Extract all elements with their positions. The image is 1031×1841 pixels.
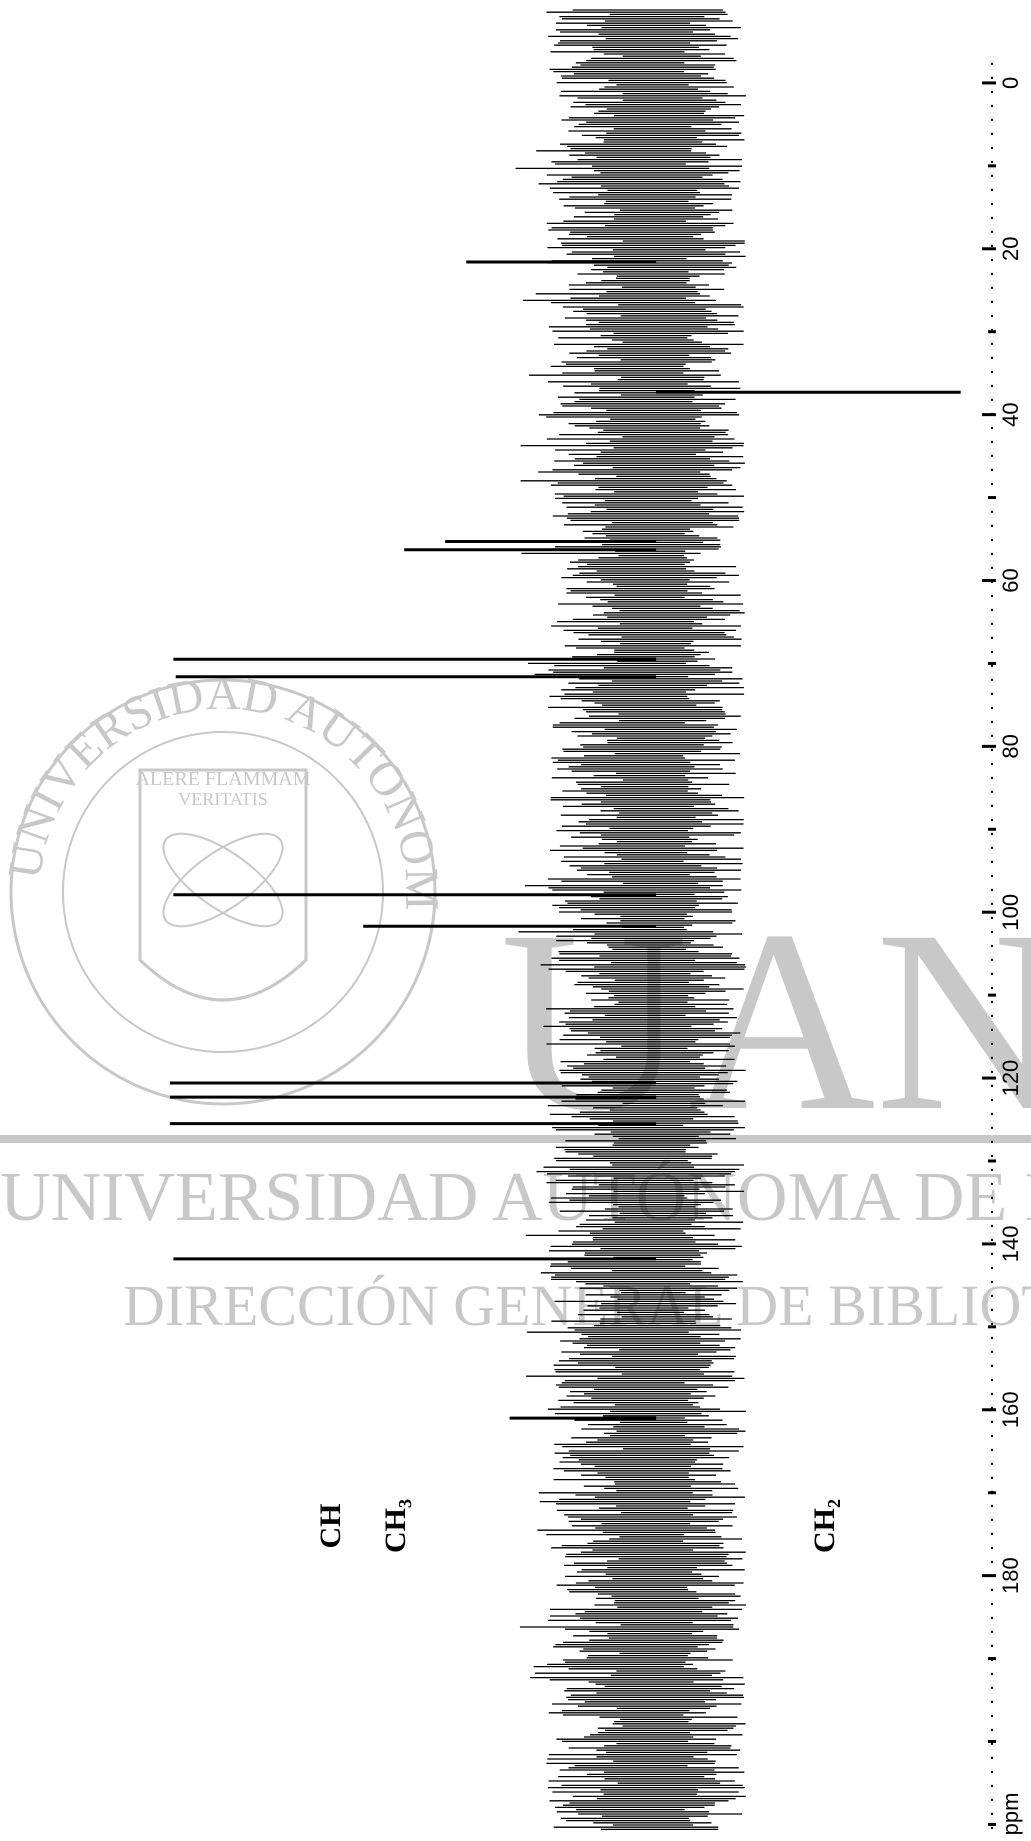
plot: 0 20 40 60 80 100 120 140 160 180 ppm CH CH₃ CH₂ — [169, 9, 1023, 1836]
shield — [138, 768, 308, 1002]
x-tick-label: 20 — [998, 237, 1023, 261]
logo-text: UANL — [500, 877, 1031, 1165]
atom-orbit — [162, 832, 284, 928]
annotation: CH — [314, 1504, 347, 1549]
noise-texture — [515, 9, 747, 1831]
annotation: CH₃ — [379, 1499, 412, 1553]
motto: VERITATIS — [178, 789, 268, 809]
x-axis-label: ppm — [998, 1793, 1023, 1836]
university-name: UNIVERSIDAD AUTÓNOMA DE NUEVO LEÓN — [0, 1159, 1031, 1236]
x-tick-label: 140 — [998, 1226, 1023, 1263]
motto: ALERE FLAMMAM — [135, 768, 310, 790]
annotation: CH₂ — [808, 1499, 841, 1553]
x-tick-label: 40 — [998, 402, 1023, 426]
x-tick-label: 160 — [998, 1391, 1023, 1428]
seal-ring — [9, 678, 437, 1106]
x-tick-label: 0 — [998, 77, 1023, 89]
x-tick-label: 80 — [998, 734, 1023, 758]
x-tick-label: 100 — [998, 894, 1023, 931]
atom-orbit — [162, 832, 284, 928]
x-tick-label: 60 — [998, 568, 1023, 592]
x-tick-label: 120 — [998, 1060, 1023, 1097]
x-tick-label: 180 — [998, 1557, 1023, 1594]
seal-ring — [62, 731, 384, 1053]
